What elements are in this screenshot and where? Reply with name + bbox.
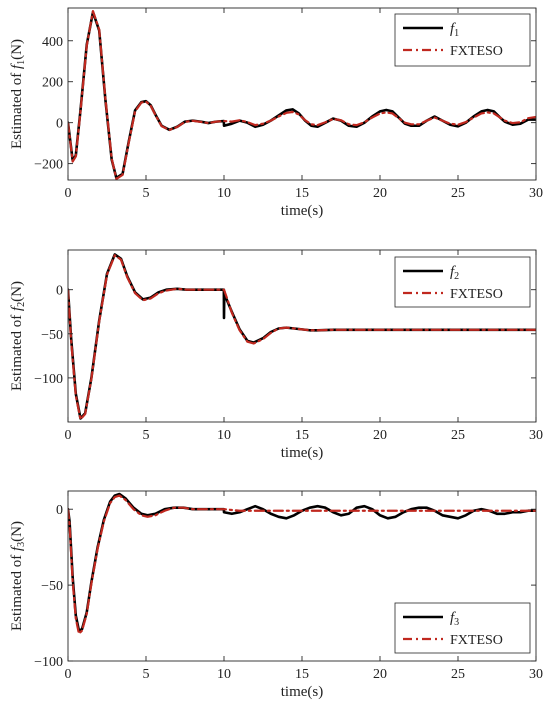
legend-label: FXTESO <box>450 44 503 59</box>
y-tick-label: −50 <box>41 328 63 343</box>
x-tick-label: 25 <box>451 667 465 682</box>
x-tick-label: 20 <box>373 667 387 682</box>
y-tick-label: 0 <box>56 117 63 132</box>
x-tick-label: 10 <box>217 186 231 201</box>
x-tick-label: 0 <box>65 186 72 201</box>
y-axis-label-unit: (N) <box>9 39 25 60</box>
x-tick-label: 30 <box>529 186 543 201</box>
x-tick-label: 20 <box>373 186 387 201</box>
subplot-1: 0 5 10 15 20 25 30−2000200400time(s)Estimated … <box>9 7 543 219</box>
legend-label: FXTESO <box>450 287 503 302</box>
y-tick-label: −100 <box>34 655 63 670</box>
legend-2: f2 FXTESO <box>394 256 531 308</box>
series-line-fxteso-3 <box>68 494 536 635</box>
legend-label: f1 <box>450 21 459 39</box>
y-tick-label: −50 <box>41 579 63 594</box>
x-axis-label: time(s) <box>281 445 324 461</box>
x-tick-label: 30 <box>529 667 543 682</box>
x-axis-label: time(s) <box>281 684 324 700</box>
y-axis-label-var: f <box>9 545 25 551</box>
x-tick-label: 5 <box>143 667 150 682</box>
x-tick-label: 10 <box>217 428 231 443</box>
y-tick-label: 400 <box>42 35 63 50</box>
y-axis-label-text: Estimated of <box>9 311 25 391</box>
y-axis-label-text: Estimated of <box>9 551 25 631</box>
x-tick-label: 25 <box>451 428 465 443</box>
x-tick-label: 5 <box>143 428 150 443</box>
y-tick-label: 0 <box>56 284 63 299</box>
y-axis-label-sub: 2 <box>16 302 27 307</box>
y-tick-label: −200 <box>34 158 63 173</box>
x-tick-label: 15 <box>295 428 309 443</box>
y-tick-label: −100 <box>34 372 63 387</box>
subplot-2: 0 5 10 15 20 25 30 −100 −50 0 time(s) Estimated of … <box>9 249 543 461</box>
y-axis-label: Estimated of f1(N) <box>9 39 27 149</box>
x-tick-label: 25 <box>451 186 465 201</box>
x-tick-label: 10 <box>217 667 231 682</box>
x-tick-label: 15 <box>295 186 309 201</box>
y-axis-label: Estimated of f3(N) <box>9 521 27 631</box>
y-tick-label: 0 <box>56 503 63 518</box>
series-line-fxteso-2 <box>68 254 536 421</box>
legend-label: f3 <box>450 610 459 628</box>
y-axis-label-sub: 3 <box>16 542 27 547</box>
y-axis-label-text: Estimated of <box>9 69 25 149</box>
x-tick-label: 30 <box>529 428 543 443</box>
legend-label: FXTESO <box>450 633 503 648</box>
y-axis-label-unit: (N) <box>9 281 25 302</box>
y-axis-label-sub: 1 <box>16 60 27 65</box>
series-line-fxteso-1 <box>68 9 536 180</box>
x-tick-label: 5 <box>143 186 150 201</box>
legend-box <box>394 13 531 67</box>
legend-1: f1 FXTESO <box>394 13 531 67</box>
x-tick-label: 0 <box>65 667 72 682</box>
x-tick-label: 20 <box>373 428 387 443</box>
x-tick-label: 0 <box>65 428 72 443</box>
y-axis-label-unit: (N) <box>9 521 25 542</box>
legend-3: f3 FXTESO <box>394 602 531 654</box>
x-axis-label: time(s) <box>281 203 324 219</box>
legend-box <box>394 256 531 308</box>
y-axis-label-var: f <box>9 63 25 69</box>
legend-label: f2 <box>450 264 459 282</box>
y-axis-label: Estimated of f2(N) <box>9 281 27 391</box>
y-tick-label: 200 <box>42 76 63 91</box>
y-axis-label-var: f <box>9 305 25 311</box>
legend-box <box>394 602 531 654</box>
x-tick-label: 15 <box>295 667 309 682</box>
subplot-3: 0 5 10 15 20 25 30 −100 −50 0 time(s) Estimated of … <box>9 490 543 700</box>
